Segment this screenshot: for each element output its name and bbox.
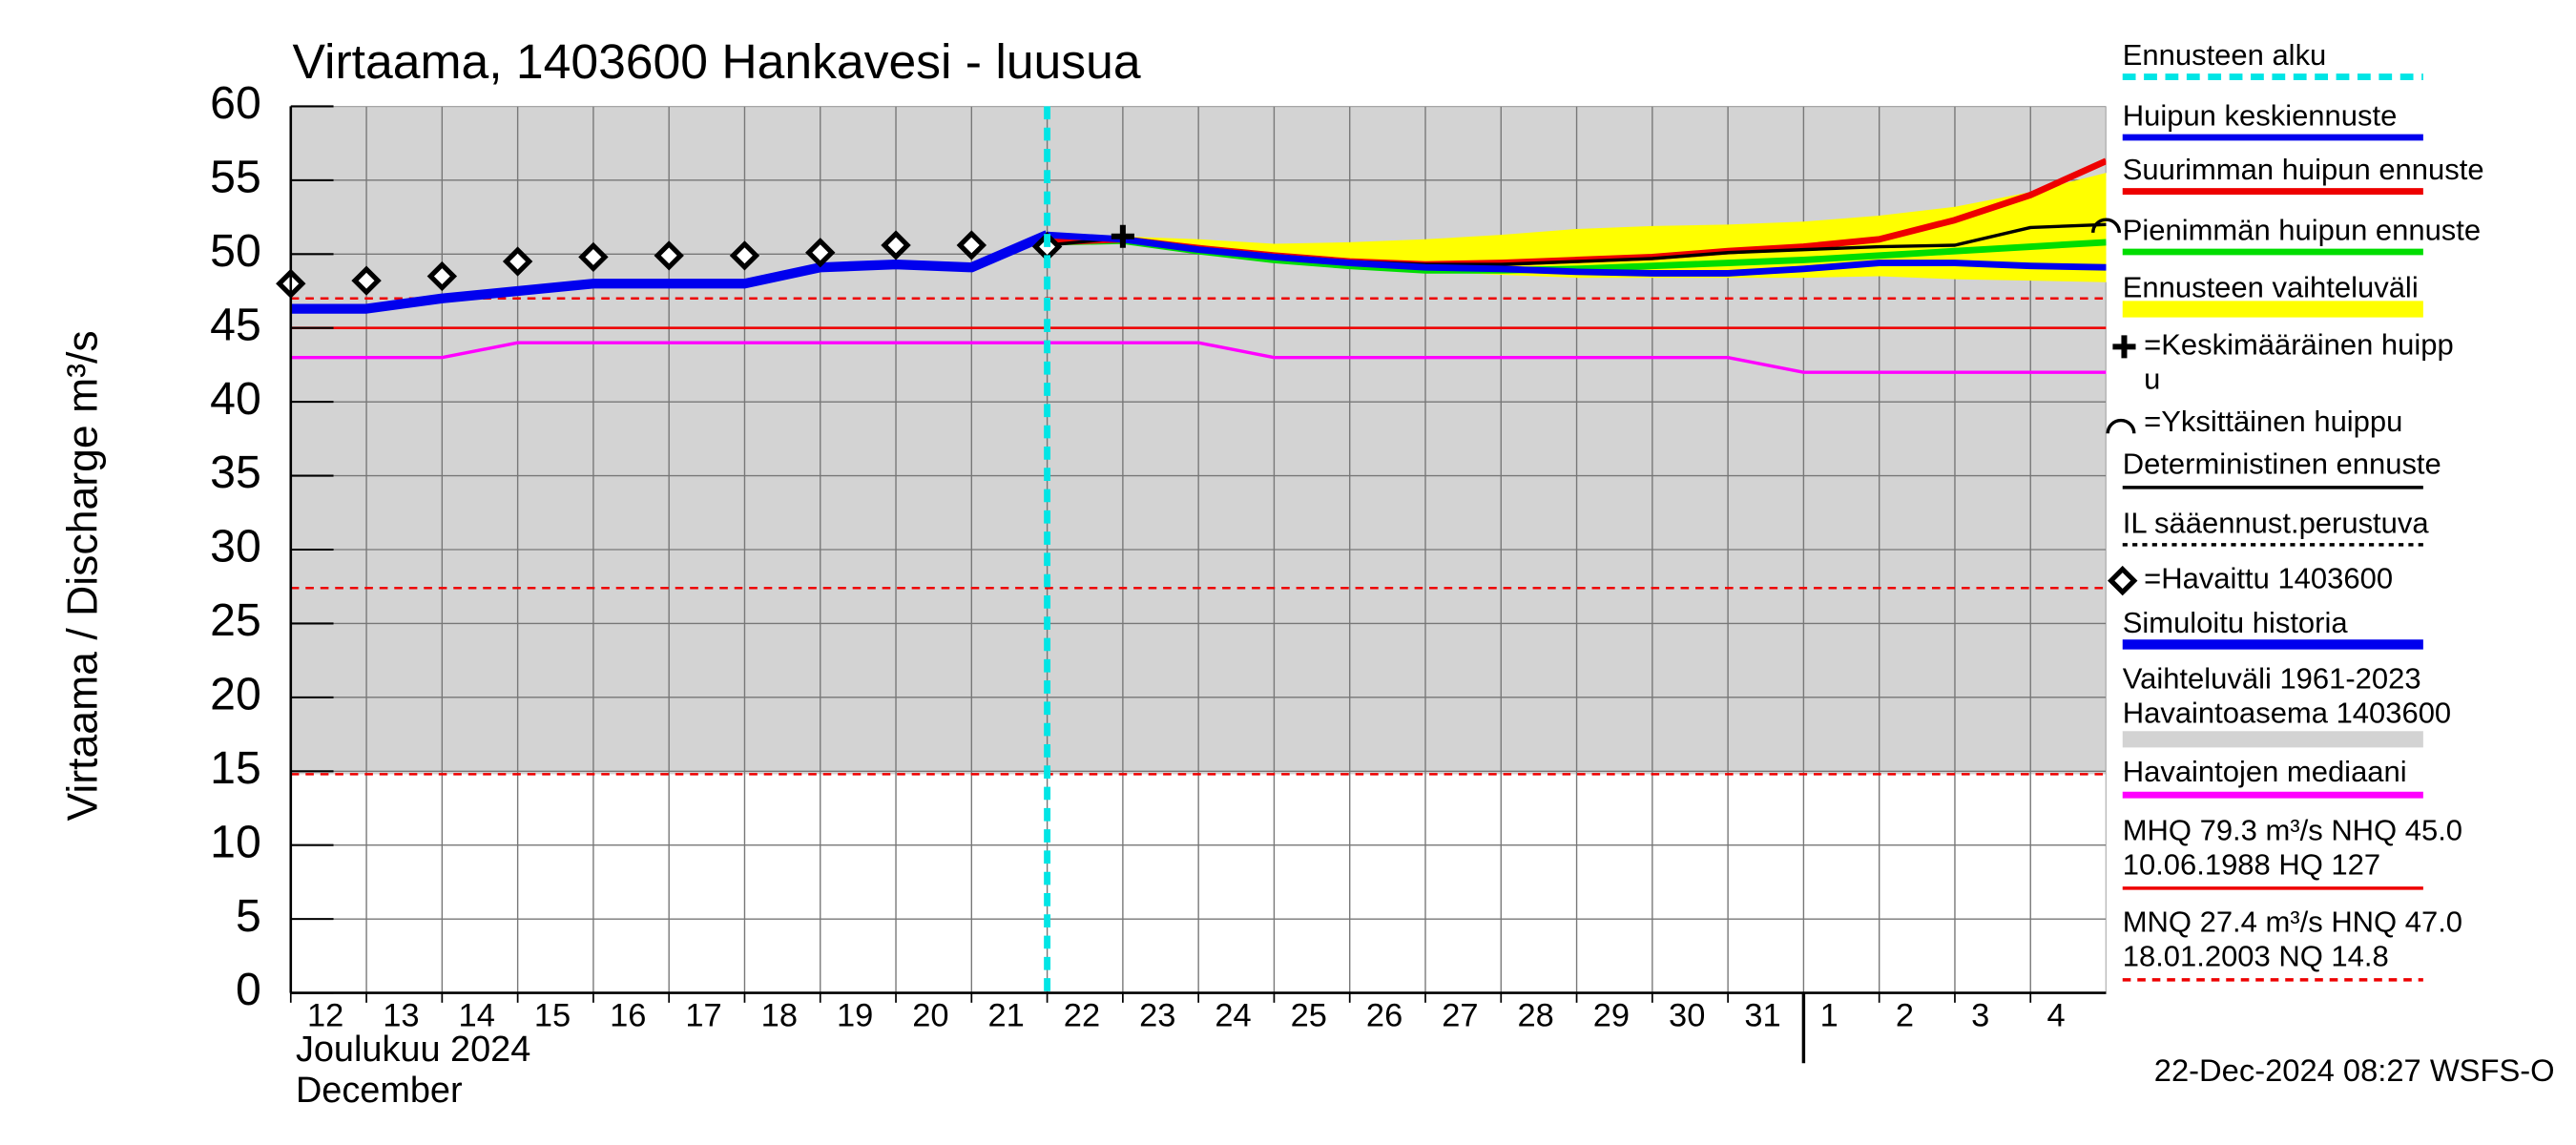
x-tick-label: 19 bbox=[837, 997, 873, 1033]
x-tick-label: 28 bbox=[1517, 997, 1553, 1033]
observed-marker bbox=[426, 260, 458, 292]
x-tick-label: 29 bbox=[1593, 997, 1630, 1033]
x-tick-label: 14 bbox=[459, 997, 495, 1033]
single-peak-marker bbox=[2091, 218, 2122, 234]
observed-marker bbox=[654, 240, 684, 271]
legend-label: Havaintojen mediaani bbox=[2123, 755, 2407, 788]
month-label-en: December bbox=[296, 1071, 463, 1111]
legend-label: Huipun keskiennuste bbox=[2123, 99, 2398, 133]
x-tick-label: 27 bbox=[1442, 997, 1478, 1033]
x-tick-label: 20 bbox=[912, 997, 948, 1033]
observed-marker bbox=[805, 238, 836, 268]
y-tick-label: 40 bbox=[210, 373, 261, 425]
series-line bbox=[1047, 231, 2107, 277]
x-tick-label: 21 bbox=[988, 997, 1025, 1033]
x-tick-label: 15 bbox=[534, 997, 571, 1033]
x-tick-label: 23 bbox=[1139, 997, 1175, 1033]
y-tick-label: 25 bbox=[210, 594, 261, 646]
x-tick-label: 22 bbox=[1064, 997, 1100, 1033]
x-tick-label: 18 bbox=[761, 997, 798, 1033]
x-tick-label: 3 bbox=[1971, 997, 1989, 1033]
observed-marker bbox=[729, 240, 760, 271]
y-tick-label: 20 bbox=[210, 669, 261, 720]
observed-marker bbox=[502, 246, 533, 277]
legend-label: =Havaittu 1403600 bbox=[2144, 562, 2393, 595]
series-line bbox=[290, 341, 2107, 374]
chart-title: Virtaama, 1403600 Hankavesi - luusua bbox=[293, 33, 1141, 89]
y-tick-label: 35 bbox=[210, 447, 261, 498]
y-tick-label: 60 bbox=[210, 77, 261, 129]
series-line bbox=[290, 230, 1049, 314]
observed-marker bbox=[578, 241, 609, 273]
x-tick-label: 25 bbox=[1291, 997, 1327, 1033]
legend-label: Pienimmän huipun ennuste bbox=[2123, 214, 2481, 247]
y-tick-label: 15 bbox=[210, 742, 261, 794]
single-peak-marker bbox=[2106, 418, 2136, 434]
legend-label: Simuloitu historia bbox=[2123, 606, 2349, 639]
y-tick-label: 30 bbox=[210, 521, 261, 572]
y-tick-label: 0 bbox=[236, 964, 261, 1015]
legend-label: 10.06.1988 HQ 127 bbox=[2123, 848, 2380, 882]
mean-peak-marker bbox=[2112, 335, 2136, 359]
x-tick-label: 30 bbox=[1669, 997, 1705, 1033]
legend-label: MNQ 27.4 m³/s HNQ 47.0 bbox=[2123, 906, 2462, 939]
y-tick-label: 5 bbox=[236, 890, 261, 942]
month-label: Joulukuu 2024 bbox=[296, 1030, 530, 1070]
x-tick-label: 1 bbox=[1820, 997, 1839, 1033]
y-axis-label: Virtaama / Discharge m³/s bbox=[59, 330, 106, 821]
legend-label: IL sääennust.perustuva bbox=[2123, 507, 2430, 540]
legend-label: 18.01.2003 NQ 14.8 bbox=[2123, 940, 2389, 973]
x-tick-label: 24 bbox=[1215, 997, 1251, 1033]
x-tick-label: 16 bbox=[610, 997, 646, 1033]
legend-label: Ennusteen alku bbox=[2123, 38, 2327, 72]
legend-label: =Keskimääräinen huipp bbox=[2144, 328, 2454, 362]
y-tick-label: 50 bbox=[210, 225, 261, 277]
x-tick-label: 13 bbox=[383, 997, 419, 1033]
legend-label: Havaintoasema 1403600 bbox=[2123, 696, 2451, 729]
legend-label: Suurimman huipun ennuste bbox=[2123, 153, 2484, 186]
observed-marker bbox=[351, 265, 382, 296]
x-tick-label: 31 bbox=[1744, 997, 1780, 1033]
x-tick-label: 26 bbox=[1366, 997, 1402, 1033]
y-tick-label: 45 bbox=[210, 299, 261, 350]
plot-area bbox=[290, 106, 2107, 993]
legend-label: Ennusteen vaihteluväli bbox=[2123, 271, 2419, 304]
legend-label: Vaihteluväli 1961-2023 bbox=[2123, 661, 2421, 695]
y-tick-label: 10 bbox=[210, 816, 261, 867]
observed-marker bbox=[881, 230, 911, 260]
legend-label: u bbox=[2144, 363, 2160, 396]
footer: 22-Dec-2024 08:27 WSFS-O bbox=[2154, 1052, 2555, 1088]
x-tick-label: 17 bbox=[685, 997, 721, 1033]
legend-label: MHQ 79.3 m³/s NHQ 45.0 bbox=[2123, 814, 2462, 847]
legend-label: =Yksittäinen huippu bbox=[2144, 405, 2402, 438]
legend-symbol bbox=[2108, 565, 2138, 596]
x-tick-label: 12 bbox=[307, 997, 343, 1033]
mean-peak-marker bbox=[1111, 224, 1134, 248]
legend-label: Deterministinen ennuste bbox=[2123, 448, 2441, 481]
x-tick-label: 2 bbox=[1896, 997, 1914, 1033]
y-tick-label: 55 bbox=[210, 152, 261, 203]
x-tick-label: 4 bbox=[2046, 997, 2065, 1033]
observed-marker bbox=[956, 230, 987, 260]
